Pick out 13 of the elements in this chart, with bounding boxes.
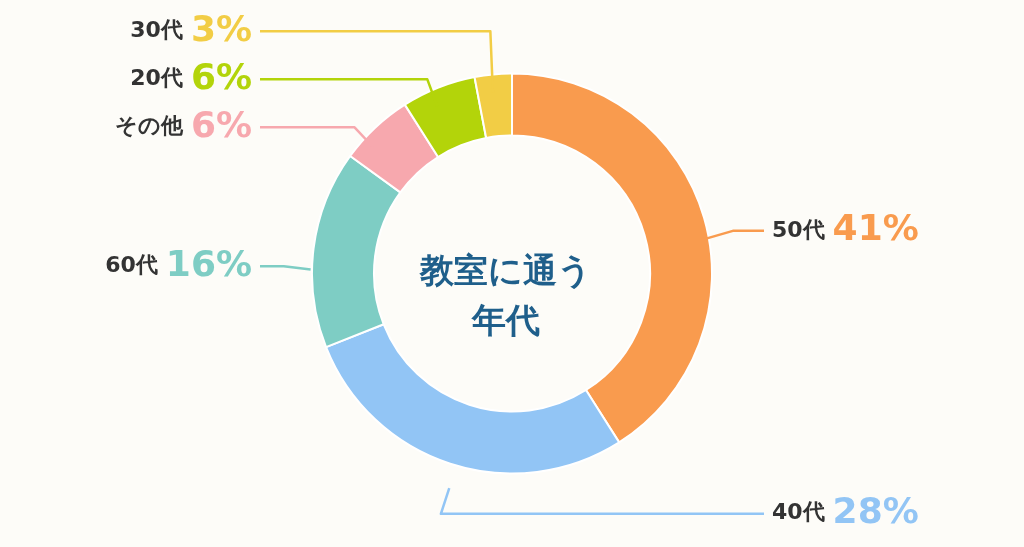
data-label: 41%: [832, 207, 919, 249]
data-label: 6%: [190, 103, 253, 145]
slice-label: 50代: [772, 216, 825, 242]
data-label: 16%: [165, 242, 252, 284]
slice-label: その他: [114, 113, 184, 139]
text: 教室に通う年代: [418, 249, 593, 342]
data-label: 3%: [190, 7, 253, 49]
slice-label: 20代: [130, 65, 183, 91]
data-label: 6%: [190, 55, 253, 97]
slice-label: 60代: [105, 251, 158, 277]
data-label: 28%: [832, 490, 919, 532]
slice-label: 40代: [772, 499, 825, 525]
slice-label: 30代: [130, 17, 183, 43]
